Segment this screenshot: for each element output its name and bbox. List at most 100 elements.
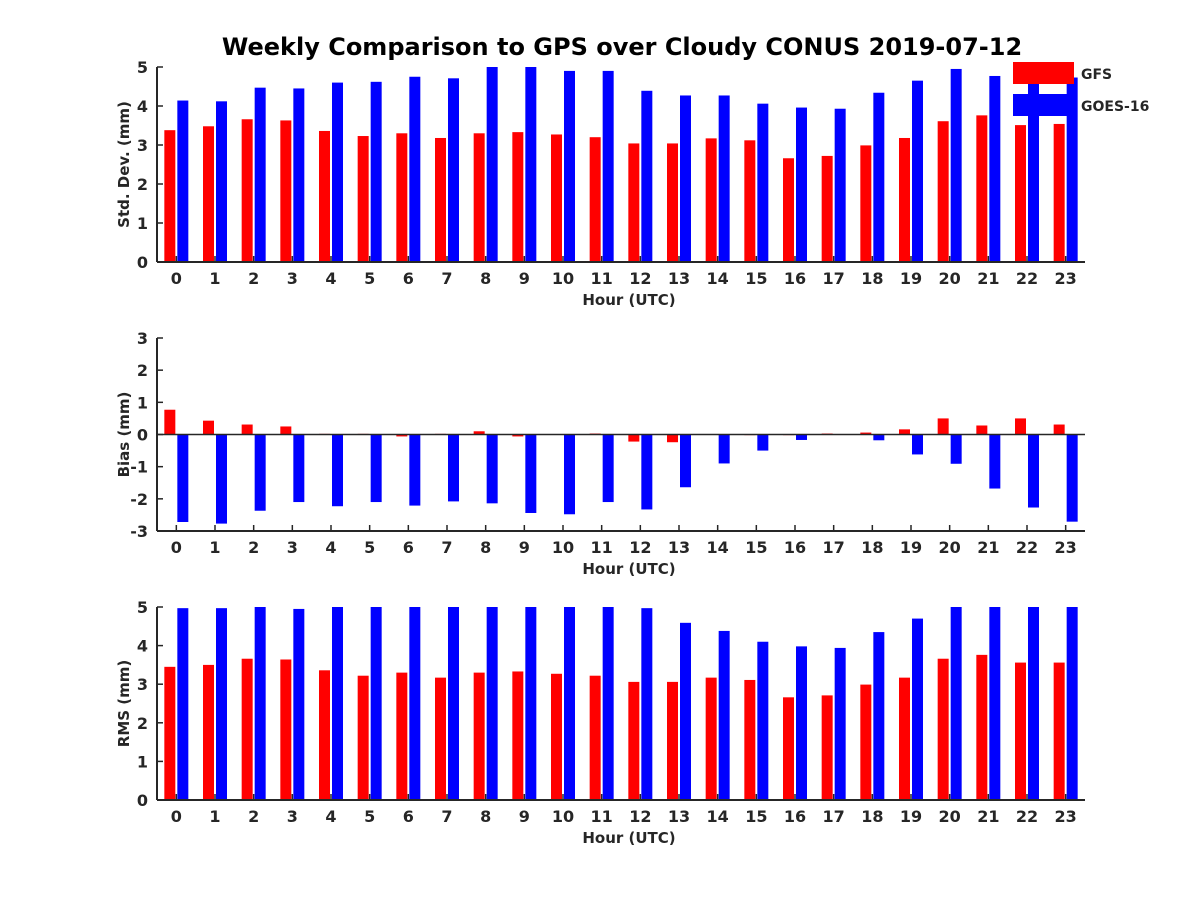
bar-gfs-hour-0 [164, 130, 176, 262]
bar-gfs-hour-4 [319, 130, 330, 262]
bar-goes-16-hour-19 [912, 80, 923, 263]
bar-gfs-hour-21 [976, 425, 988, 435]
bar-gfs-hour-4 [319, 670, 330, 800]
bar-goes-16-hour-20 [950, 434, 962, 464]
x-tick-label: 10 [552, 269, 574, 288]
bar-goes-16-hour-0 [177, 100, 189, 262]
x-axis-label: Hour (UTC) [582, 291, 675, 309]
x-tick-label: 11 [591, 269, 613, 288]
x-tick-label: 2 [248, 269, 259, 288]
x-tick-label: 21 [977, 269, 999, 288]
legend-swatch-goes-16 [1013, 94, 1074, 116]
bar-goes-16-hour-17 [834, 647, 846, 800]
y-tick-label: 5 [137, 58, 148, 77]
legend: GFS GOES-16 [1013, 62, 1149, 116]
bar-goes-16-hour-22 [1028, 607, 1039, 800]
bar-goes-16-hour-1 [216, 434, 227, 524]
legend-label-gfs: GFS [1081, 67, 1112, 83]
x-tick-label: 21 [977, 807, 999, 826]
bar-gfs-hour-13 [667, 434, 678, 443]
bar-gfs-hour-5 [357, 136, 369, 262]
bar-gfs-hour-19 [899, 429, 910, 435]
y-tick-label: 0 [137, 791, 148, 810]
x-tick-label: 9 [519, 538, 530, 557]
x-tick-label: 17 [823, 807, 845, 826]
x-tick-label: 20 [939, 807, 961, 826]
x-tick-label: 0 [171, 807, 182, 826]
x-tick-label: 1 [209, 269, 220, 288]
bar-goes-16-hour-17 [834, 108, 846, 262]
bar-goes-16-hour-10 [564, 70, 575, 263]
bar-goes-16-hour-23 [1066, 607, 1078, 800]
x-tick-label: 5 [364, 807, 375, 826]
bar-gfs-hour-9 [512, 132, 524, 262]
bar-gfs-hour-20 [937, 418, 949, 435]
bar-gfs-hour-18 [860, 432, 872, 435]
x-tick-label: 0 [171, 538, 182, 557]
bar-goes-16-hour-15 [757, 103, 769, 262]
bar-gfs-hour-23 [1053, 123, 1065, 262]
y-tick-label: 5 [137, 598, 148, 617]
y-tick-label: 3 [137, 675, 148, 694]
bar-gfs-hour-19 [899, 677, 910, 800]
x-tick-label: 7 [441, 269, 452, 288]
bar-gfs-hour-16 [783, 697, 794, 800]
y-tick-label: 0 [137, 426, 148, 445]
x-tick-label: 6 [403, 538, 414, 557]
x-tick-label: 15 [745, 807, 767, 826]
bar-gfs-hour-1 [203, 126, 214, 262]
bar-goes-16-hour-8 [486, 434, 498, 504]
x-tick-label: 2 [248, 807, 259, 826]
x-tick-label: 22 [1016, 538, 1038, 557]
bar-goes-16-hour-13 [680, 95, 691, 262]
bar-gfs-hour-11 [589, 675, 601, 800]
bar-goes-16-hour-3 [293, 434, 305, 503]
x-tick-label: 7 [441, 538, 452, 557]
bar-gfs-hour-3 [280, 659, 292, 800]
bar-goes-16-hour-5 [370, 434, 382, 503]
y-axis-label: Std. Dev. (mm) [115, 101, 133, 228]
y-tick-label: 0 [137, 253, 148, 272]
bar-goes-16-hour-15 [757, 641, 769, 800]
bar-goes-16-hour-8 [486, 607, 498, 800]
bar-goes-16-hour-6 [409, 434, 421, 506]
x-tick-label: 10 [552, 538, 574, 557]
bar-goes-16-hour-0 [177, 434, 189, 522]
x-tick-label: 4 [325, 538, 336, 557]
bar-gfs-hour-6 [396, 434, 408, 437]
bar-gfs-hour-13 [667, 681, 678, 800]
bar-goes-16-hour-20 [950, 68, 962, 262]
bar-goes-16-hour-14 [718, 630, 730, 800]
x-tick-label: 6 [403, 807, 414, 826]
bar-goes-16-hour-14 [718, 95, 730, 262]
x-tick-label: 12 [629, 538, 651, 557]
x-tick-label: 14 [707, 538, 729, 557]
bar-gfs-hour-21 [976, 654, 988, 800]
x-tick-label: 8 [480, 807, 491, 826]
bar-gfs-hour-16 [783, 158, 794, 262]
bar-gfs-hour-9 [512, 671, 524, 800]
x-tick-label: 14 [707, 269, 729, 288]
y-tick-label: 3 [137, 136, 148, 155]
x-tick-label: 17 [823, 269, 845, 288]
bar-gfs-hour-23 [1053, 662, 1065, 800]
bar-goes-16-hour-3 [293, 608, 305, 800]
figure-title: Weekly Comparison to GPS over Cloudy CON… [222, 33, 1022, 61]
x-tick-label: 23 [1055, 538, 1077, 557]
y-tick-label: 1 [137, 393, 148, 412]
bar-goes-16-hour-2 [254, 607, 266, 800]
x-tick-label: 6 [403, 269, 414, 288]
bar-goes-16-hour-10 [564, 434, 575, 515]
bar-goes-16-hour-10 [564, 607, 575, 800]
bar-goes-16-hour-11 [602, 70, 614, 263]
x-tick-label: 12 [629, 807, 651, 826]
bar-gfs-hour-11 [589, 137, 601, 262]
bar-goes-16-hour-4 [332, 82, 343, 262]
bar-goes-16-hour-3 [293, 88, 305, 262]
bar-goes-16-hour-6 [409, 76, 421, 262]
bar-gfs-hour-3 [280, 426, 292, 435]
bar-goes-16-hour-21 [989, 75, 1001, 262]
x-tick-label: 4 [325, 807, 336, 826]
y-axis-label: RMS (mm) [115, 660, 133, 747]
